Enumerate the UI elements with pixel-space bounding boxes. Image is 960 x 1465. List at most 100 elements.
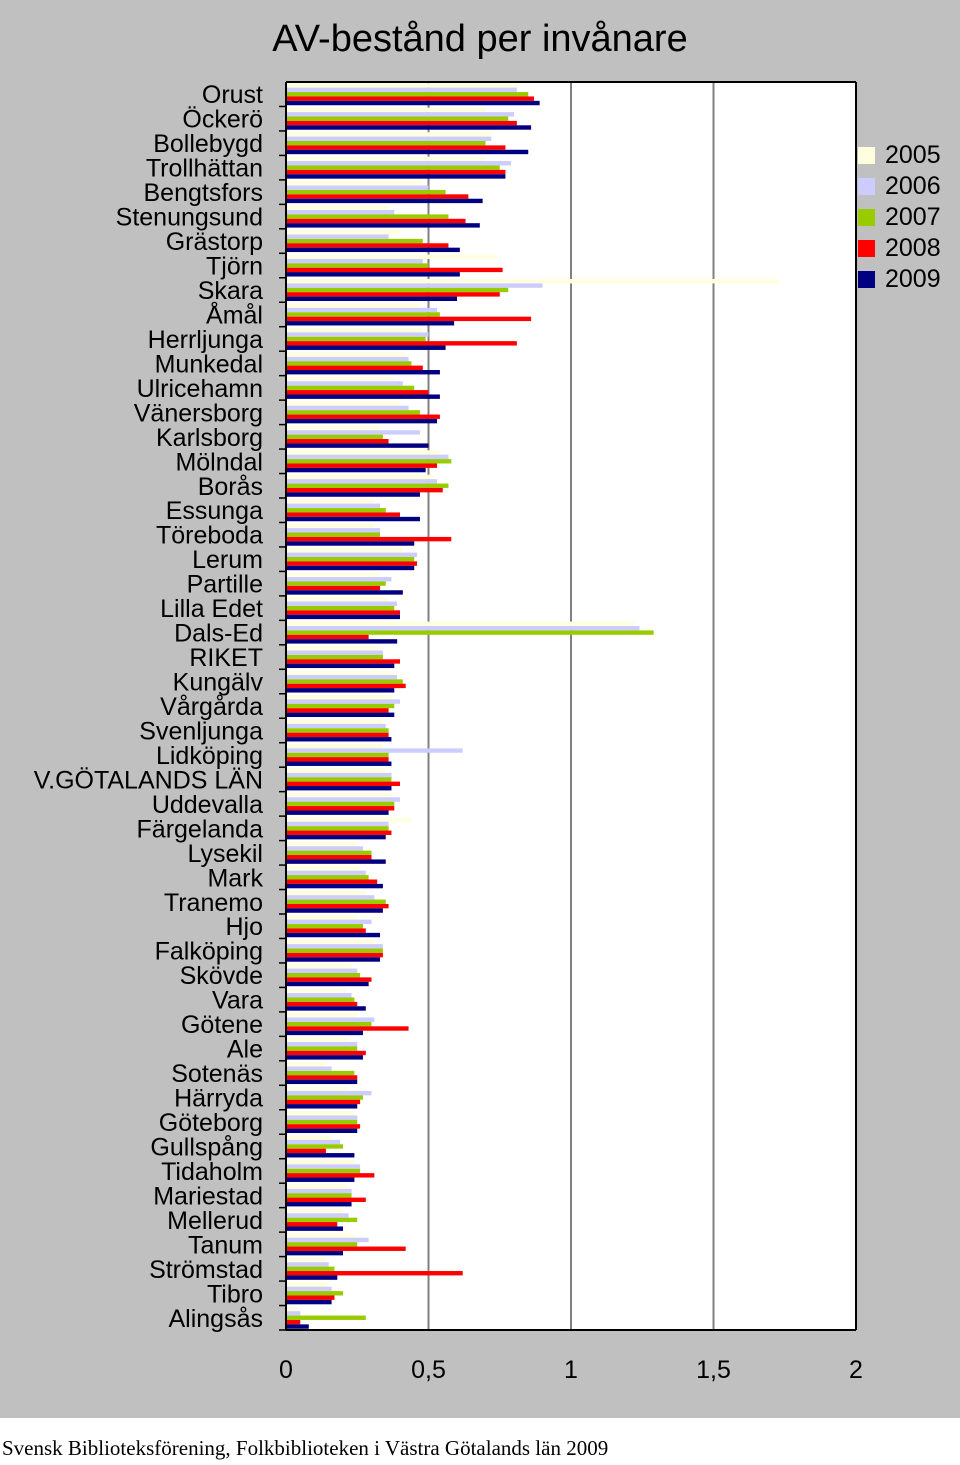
bar-2006 <box>286 674 398 680</box>
category-label: Strömstad <box>149 1256 263 1284</box>
bar-2008 <box>286 1050 366 1056</box>
bar-2009 <box>286 834 386 840</box>
category-label: Gullspång <box>150 1133 263 1161</box>
category-label: Mellerud <box>167 1207 263 1235</box>
bar-2007 <box>286 140 486 146</box>
bar-2009 <box>286 149 529 155</box>
bar-2005 <box>286 621 634 626</box>
bar-2009 <box>286 614 400 620</box>
bar-2007 <box>286 752 389 758</box>
category-label: Tranemo <box>164 889 263 917</box>
category-label: Dals-Ed <box>174 620 263 648</box>
category-label: Mölndal <box>175 448 263 476</box>
bar-2006 <box>286 797 400 802</box>
bar-2006 <box>286 699 400 704</box>
bar-2005 <box>286 327 423 333</box>
bar-2008 <box>286 292 500 297</box>
bar-2006 <box>286 968 358 973</box>
bar-2007 <box>286 1291 343 1296</box>
bar-2005 <box>286 205 389 210</box>
bar-2005 <box>286 499 375 504</box>
bar-2006 <box>286 1237 369 1243</box>
bar-2008 <box>286 928 366 933</box>
bar-2009 <box>286 761 392 766</box>
bar-2008 <box>286 659 400 664</box>
bar-2008 <box>286 1001 358 1007</box>
bar-2005 <box>286 230 400 235</box>
bar-2007 <box>286 1266 335 1272</box>
bar-2008 <box>286 561 418 566</box>
bar-2008 <box>286 732 389 738</box>
bar-2007 <box>286 1242 358 1247</box>
category-label: Tjörn <box>206 253 263 281</box>
category-label: Vårgårda <box>160 693 263 721</box>
bar-2007 <box>286 312 440 317</box>
legend-swatch <box>858 271 875 288</box>
bar-2005 <box>286 1282 329 1287</box>
bar-2005 <box>286 1159 355 1165</box>
bar-2009 <box>286 663 395 669</box>
category-label: Mark <box>207 864 263 892</box>
bar-2006 <box>286 430 420 435</box>
bar-2005 <box>286 132 492 137</box>
bar-2006 <box>286 479 438 484</box>
bar-2007 <box>286 556 415 562</box>
bar-2007 <box>286 850 372 856</box>
bar-2006 <box>286 185 429 190</box>
bar-2008 <box>286 585 381 591</box>
category-label: Munkedal <box>155 350 263 378</box>
bar-2005 <box>286 866 361 871</box>
bar-2005 <box>286 572 381 578</box>
bar-2006 <box>286 552 418 557</box>
legend-item: 2005 <box>858 140 941 171</box>
x-tick-label: 1,5 <box>696 1356 731 1384</box>
bar-2005 <box>286 743 383 749</box>
bar-2007 <box>286 1119 358 1125</box>
bar-2007 <box>286 1095 363 1100</box>
category-label: Mariestad <box>153 1182 263 1210</box>
bar-2006 <box>286 161 512 166</box>
bar-2008 <box>286 243 449 248</box>
category-label: Lidköping <box>156 742 263 770</box>
category-label: Sotenäs <box>171 1060 263 1088</box>
bar-2007 <box>286 1046 358 1051</box>
bar-2008 <box>286 341 517 346</box>
bar-2009 <box>286 859 386 864</box>
bar-2007 <box>286 459 452 464</box>
bar-2009 <box>286 321 455 326</box>
chart-title: AV-bestånd per invånare <box>272 18 688 60</box>
bar-2009 <box>286 296 457 301</box>
bar-2008 <box>286 1295 335 1300</box>
bar-2006 <box>286 454 449 460</box>
category-label: Lerum <box>192 546 263 574</box>
category-label: Ale <box>227 1036 263 1064</box>
bar-2008 <box>286 830 392 835</box>
bar-2007 <box>286 483 449 488</box>
category-label: Borås <box>198 473 263 501</box>
bar-2005 <box>286 1062 326 1067</box>
bar-2008 <box>286 316 532 322</box>
bar-2006 <box>286 870 366 876</box>
bar-2008 <box>286 1173 375 1178</box>
bar-2005 <box>286 1184 349 1189</box>
category-label: Göteborg <box>159 1109 263 1137</box>
category-label: Bengtsfors <box>143 179 263 207</box>
category-label: Stenungsund <box>116 204 263 232</box>
bar-2005 <box>286 474 435 480</box>
bar-2006 <box>286 895 375 900</box>
bar-2006 <box>286 1213 349 1218</box>
legend-swatch <box>858 209 875 226</box>
legend-swatch <box>858 147 875 164</box>
bar-2005 <box>286 1306 298 1312</box>
category-label: Alingsås <box>169 1305 264 1333</box>
category-label: Öckerö <box>182 106 263 134</box>
bar-2009 <box>286 1104 358 1109</box>
bar-chart: OrustÖckeröBollebygdTrollhättanBengtsfor… <box>34 81 863 1384</box>
x-tick-label: 0 <box>279 1356 293 1384</box>
bar-2005 <box>286 376 395 382</box>
category-label: Lilla Edet <box>160 595 263 623</box>
bar-2009 <box>286 1202 352 1207</box>
bar-2009 <box>286 810 389 815</box>
bar-2006 <box>286 1066 332 1071</box>
bar-2009 <box>286 957 381 962</box>
